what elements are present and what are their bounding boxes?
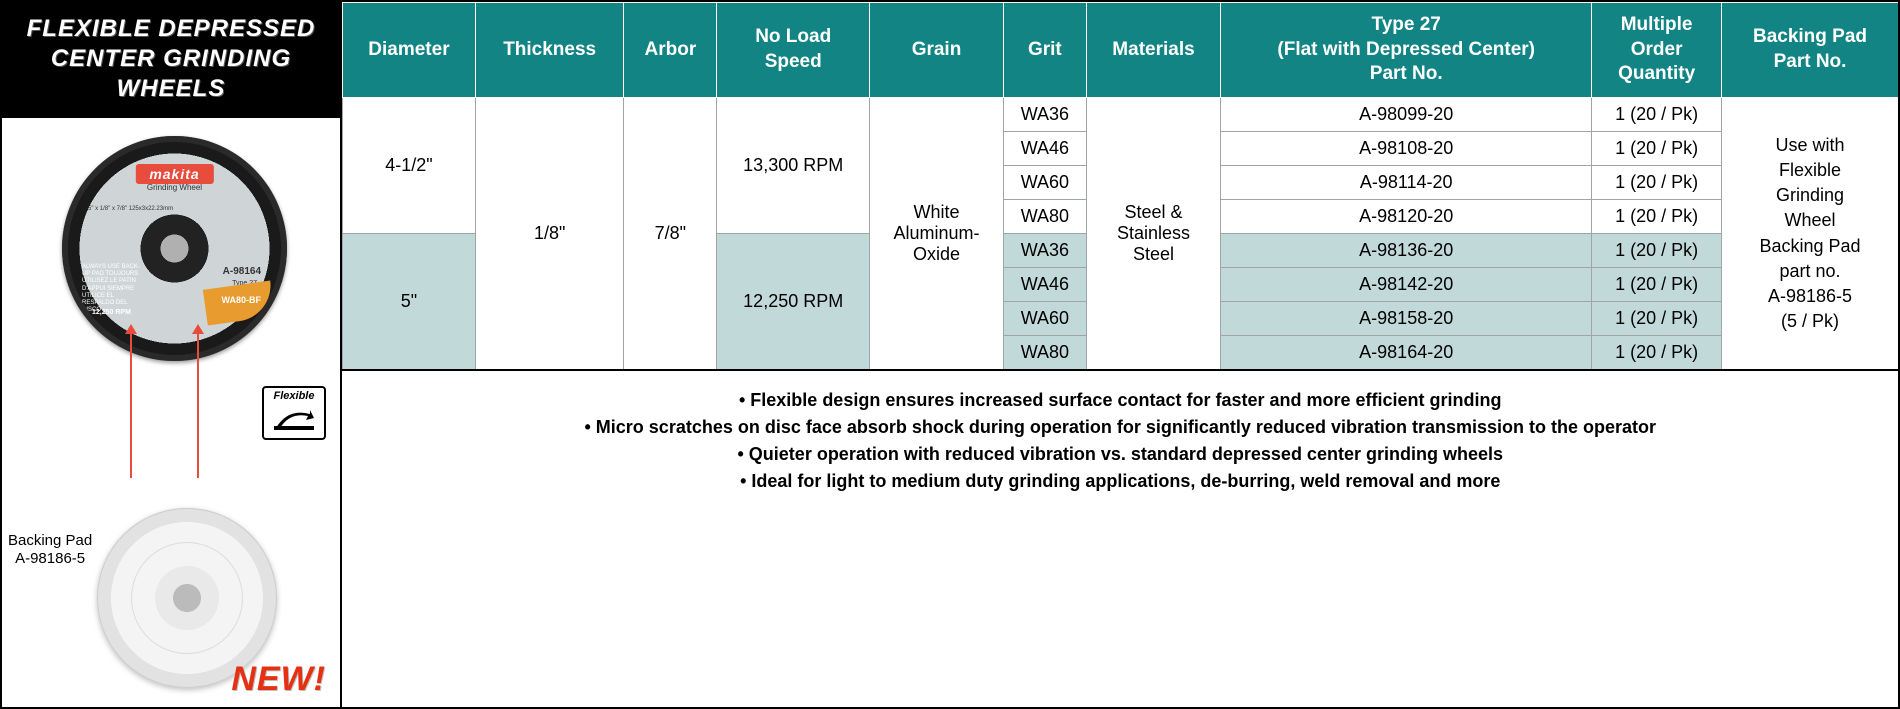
cell-grit: WA60: [1003, 302, 1086, 336]
cell-diameter: 5": [343, 234, 476, 371]
left-panel: FLEXIBLE DEPRESSED CENTER GRINDING WHEEL…: [2, 2, 342, 707]
cell-arbor: 7/8": [624, 98, 717, 371]
cell-grit: WA36: [1003, 98, 1086, 132]
feature-bullets-row: • Flexible design ensures increased surf…: [343, 370, 1899, 511]
cell-part: A-98158-20: [1221, 302, 1592, 336]
bullet: • Flexible design ensures increased surf…: [363, 387, 1879, 414]
flexible-label: Flexible: [274, 390, 315, 402]
backing-pad-label: Backing Pad A-98186-5: [8, 532, 92, 568]
product-title: FLEXIBLE DEPRESSED CENTER GRINDING WHEEL…: [2, 2, 340, 118]
page: FLEXIBLE DEPRESSED CENTER GRINDING WHEEL…: [0, 0, 1900, 709]
cell-qty: 1 (20 / Pk): [1592, 268, 1722, 302]
bullet: • Quieter operation with reduced vibrati…: [363, 441, 1879, 468]
grinding-wheel-image: makita Grinding Wheel 5" x 1/8" x 7/8" 1…: [62, 136, 287, 361]
cell-grit: WA46: [1003, 268, 1086, 302]
callout-arrow-icon: [130, 328, 132, 478]
wheel-orange-icon: [203, 280, 275, 325]
col-arbor: Arbor: [624, 3, 717, 98]
cell-materials: Steel &StainlessSteel: [1086, 98, 1220, 371]
bend-icon: [274, 404, 314, 432]
cell-grit: WA46: [1003, 132, 1086, 166]
new-badge: NEW!: [231, 660, 326, 699]
col-speed: No LoadSpeed: [717, 3, 870, 98]
header-row: Diameter Thickness Arbor No LoadSpeed Gr…: [343, 3, 1899, 98]
cell-grit: WA80: [1003, 200, 1086, 234]
table-row: 4-1/2" 1/8" 7/8" 13,300 RPM WhiteAluminu…: [343, 98, 1899, 132]
wheel-dims: 5" x 1/8" x 7/8" 125x3x22.23mm: [88, 206, 173, 213]
feature-bullets: • Flexible design ensures increased surf…: [343, 370, 1899, 511]
pad-label-2: A-98186-5: [15, 550, 85, 567]
cell-qty: 1 (20 / Pk): [1592, 98, 1722, 132]
cell-backing-note: Use withFlexibleGrindingWheelBacking Pad…: [1722, 98, 1898, 371]
col-qty: MultipleOrderQuantity: [1592, 3, 1722, 98]
cell-part: A-98099-20: [1221, 98, 1592, 132]
cell-part: A-98164-20: [1221, 336, 1592, 371]
brand-badge: makita: [135, 164, 213, 184]
product-image-area: makita Grinding Wheel 5" x 1/8" x 7/8" 1…: [2, 118, 340, 707]
wheel-subtitle: Grinding Wheel: [147, 184, 202, 193]
col-materials: Materials: [1086, 3, 1220, 98]
cell-qty: 1 (20 / Pk): [1592, 132, 1722, 166]
cell-qty: 1 (20 / Pk): [1592, 336, 1722, 371]
cell-diameter: 4-1/2": [343, 98, 476, 234]
wheel-bf: WA80-BF: [221, 295, 261, 305]
table-body: 4-1/2" 1/8" 7/8" 13,300 RPM WhiteAluminu…: [343, 98, 1899, 512]
wheel-rpm: 12,250 RPM: [92, 309, 131, 317]
cell-grit: WA60: [1003, 166, 1086, 200]
cell-qty: 1 (20 / Pk): [1592, 234, 1722, 268]
wheel-type: Type 27: [232, 280, 257, 287]
col-grain: Grain: [870, 3, 1004, 98]
cell-part: A-98142-20: [1221, 268, 1592, 302]
wheel-left-text: ALWAYS USE BACK-UP PAD TOUJOURS UTILISEZ…: [82, 264, 142, 314]
cell-thickness: 1/8": [475, 98, 624, 371]
flexible-badge: Flexible: [262, 386, 326, 440]
spec-table: Diameter Thickness Arbor No LoadSpeed Gr…: [342, 2, 1898, 511]
cell-part: A-98120-20: [1221, 200, 1592, 234]
bullet: • Micro scratches on disc face absorb sh…: [363, 414, 1879, 441]
cell-speed: 12,250 RPM: [717, 234, 870, 371]
col-partno: Type 27(Flat with Depressed Center)Part …: [1221, 3, 1592, 98]
cell-qty: 1 (20 / Pk): [1592, 302, 1722, 336]
cell-part: A-98136-20: [1221, 234, 1592, 268]
col-thickness: Thickness: [475, 3, 624, 98]
cell-part: A-98108-20: [1221, 132, 1592, 166]
spec-table-panel: Diameter Thickness Arbor No LoadSpeed Gr…: [342, 2, 1898, 707]
bullet: • Ideal for light to medium duty grindin…: [363, 468, 1879, 495]
cell-speed: 13,300 RPM: [717, 98, 870, 234]
cell-grit: WA80: [1003, 336, 1086, 371]
col-diameter: Diameter: [343, 3, 476, 98]
col-grit: Grit: [1003, 3, 1086, 98]
wheel-partno: A-98164: [223, 266, 261, 277]
pad-label-1: Backing Pad: [8, 532, 92, 549]
cell-qty: 1 (20 / Pk): [1592, 166, 1722, 200]
cell-grain: WhiteAluminum-Oxide: [870, 98, 1004, 371]
cell-grit: WA36: [1003, 234, 1086, 268]
cell-qty: 1 (20 / Pk): [1592, 200, 1722, 234]
col-backing: Backing PadPart No.: [1722, 3, 1898, 98]
cell-part: A-98114-20: [1221, 166, 1592, 200]
callout-arrow-icon: [197, 328, 199, 478]
